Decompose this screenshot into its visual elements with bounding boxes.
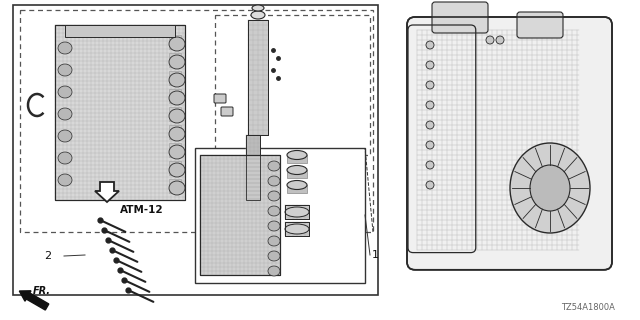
Ellipse shape bbox=[268, 221, 280, 231]
Bar bbox=[285, 222, 309, 236]
Bar bbox=[287, 155, 307, 163]
Ellipse shape bbox=[268, 236, 280, 246]
Bar bbox=[195, 148, 365, 283]
Bar bbox=[169, 161, 181, 175]
Bar bbox=[169, 143, 181, 157]
Bar bbox=[169, 35, 181, 49]
Bar bbox=[246, 135, 260, 200]
Ellipse shape bbox=[268, 266, 280, 276]
Text: 2: 2 bbox=[44, 251, 51, 261]
Text: ATM-12: ATM-12 bbox=[120, 205, 164, 215]
Ellipse shape bbox=[58, 86, 72, 98]
Bar bbox=[200, 155, 280, 275]
Bar bbox=[285, 222, 309, 236]
Bar bbox=[55, 25, 185, 200]
Bar bbox=[169, 71, 181, 85]
Ellipse shape bbox=[287, 165, 307, 174]
Bar bbox=[248, 20, 268, 135]
Ellipse shape bbox=[268, 191, 280, 201]
Ellipse shape bbox=[169, 91, 185, 105]
Ellipse shape bbox=[268, 161, 280, 171]
Ellipse shape bbox=[169, 37, 185, 51]
Text: 1: 1 bbox=[372, 250, 379, 260]
Ellipse shape bbox=[530, 165, 570, 211]
Bar bbox=[169, 179, 181, 193]
Bar bbox=[287, 185, 307, 193]
Ellipse shape bbox=[58, 108, 72, 120]
Ellipse shape bbox=[58, 42, 72, 54]
Ellipse shape bbox=[486, 36, 494, 44]
Ellipse shape bbox=[268, 251, 280, 261]
Bar bbox=[200, 155, 280, 275]
FancyBboxPatch shape bbox=[214, 94, 226, 103]
FancyBboxPatch shape bbox=[221, 107, 233, 116]
Text: FR.: FR. bbox=[33, 286, 51, 296]
FancyBboxPatch shape bbox=[432, 2, 488, 33]
Ellipse shape bbox=[169, 181, 185, 195]
Bar bbox=[287, 170, 307, 178]
Bar bbox=[55, 25, 185, 200]
Bar bbox=[285, 205, 309, 219]
Ellipse shape bbox=[426, 41, 434, 49]
Ellipse shape bbox=[287, 180, 307, 189]
Ellipse shape bbox=[58, 152, 72, 164]
Bar bbox=[169, 53, 181, 67]
Bar bbox=[169, 125, 181, 139]
Ellipse shape bbox=[268, 176, 280, 186]
Text: TZ54A1800A: TZ54A1800A bbox=[561, 303, 615, 312]
Bar bbox=[13, 5, 378, 295]
Ellipse shape bbox=[285, 207, 309, 217]
Ellipse shape bbox=[268, 206, 280, 216]
FancyBboxPatch shape bbox=[407, 17, 612, 270]
Ellipse shape bbox=[496, 36, 504, 44]
Ellipse shape bbox=[169, 73, 185, 87]
Ellipse shape bbox=[426, 121, 434, 129]
Ellipse shape bbox=[426, 161, 434, 169]
Bar bbox=[248, 20, 268, 135]
Ellipse shape bbox=[58, 130, 72, 142]
Ellipse shape bbox=[252, 5, 264, 11]
Bar bbox=[169, 89, 181, 103]
Bar bbox=[20, 10, 373, 232]
Bar bbox=[65, 25, 175, 37]
Bar bbox=[285, 205, 309, 219]
Ellipse shape bbox=[426, 81, 434, 89]
Ellipse shape bbox=[426, 61, 434, 69]
Ellipse shape bbox=[169, 109, 185, 123]
Ellipse shape bbox=[251, 11, 265, 19]
FancyArrow shape bbox=[19, 291, 49, 310]
FancyBboxPatch shape bbox=[517, 12, 563, 38]
Ellipse shape bbox=[169, 127, 185, 141]
Ellipse shape bbox=[426, 141, 434, 149]
Ellipse shape bbox=[426, 101, 434, 109]
Bar bbox=[246, 135, 260, 200]
Bar bbox=[215, 15, 370, 155]
Ellipse shape bbox=[58, 64, 72, 76]
Ellipse shape bbox=[285, 224, 309, 234]
Ellipse shape bbox=[287, 150, 307, 159]
Ellipse shape bbox=[169, 163, 185, 177]
Ellipse shape bbox=[169, 55, 185, 69]
Ellipse shape bbox=[426, 181, 434, 189]
Ellipse shape bbox=[169, 145, 185, 159]
Polygon shape bbox=[95, 182, 119, 202]
Ellipse shape bbox=[510, 143, 590, 233]
Ellipse shape bbox=[58, 174, 72, 186]
Bar bbox=[169, 107, 181, 121]
